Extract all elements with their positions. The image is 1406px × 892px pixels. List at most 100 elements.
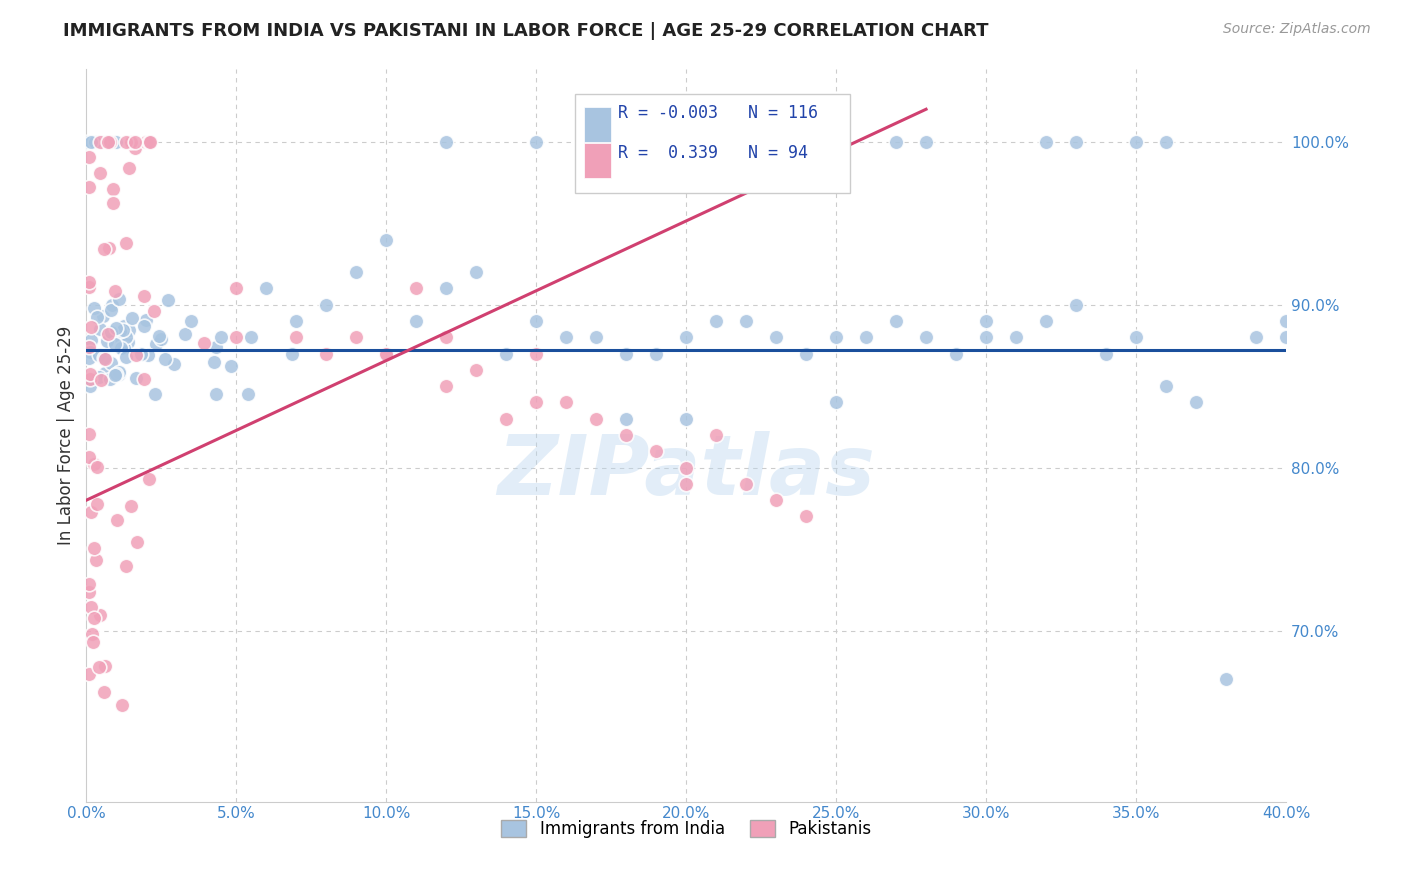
Point (134, 372, 156, 386)
Point (225, 281, 247, 295)
Point (120, 135, 142, 149)
Point (89, 135, 111, 149)
Point (524, 314, 547, 328)
Point (79, 333, 101, 347)
Text: Source: ZipAtlas.com: Source: ZipAtlas.com (1223, 22, 1371, 37)
Point (132, 289, 155, 303)
Point (1064, 298, 1087, 312)
Point (89, 166, 111, 180)
Point (225, 330, 247, 344)
Point (375, 346, 398, 360)
Point (83, 457, 105, 471)
Point (138, 472, 160, 486)
Point (205, 339, 228, 353)
Point (344, 265, 367, 279)
Point (585, 411, 607, 425)
Point (115, 350, 138, 364)
Point (735, 314, 758, 328)
Point (89, 608, 111, 623)
Point (104, 337, 127, 351)
Point (110, 324, 132, 338)
Point (93, 685, 115, 699)
Point (1035, 135, 1057, 149)
Point (80, 135, 103, 149)
Y-axis label: In Labor Force | Age 25-29: In Labor Force | Age 25-29 (58, 326, 75, 545)
Point (555, 330, 578, 344)
Point (83, 135, 105, 149)
Point (98, 372, 121, 386)
Point (405, 281, 427, 295)
Point (236, 387, 259, 401)
Point (91, 309, 114, 323)
Point (1005, 330, 1028, 344)
Point (704, 428, 727, 442)
Point (104, 285, 127, 299)
Point (115, 559, 138, 574)
FancyBboxPatch shape (583, 144, 610, 178)
Point (125, 348, 148, 362)
Point (112, 318, 135, 333)
Point (98, 135, 121, 149)
Point (101, 182, 124, 196)
Point (91, 135, 114, 149)
Point (125, 370, 148, 384)
Point (375, 233, 398, 247)
Point (87, 348, 110, 362)
Point (1215, 673, 1237, 687)
Point (115, 135, 138, 149)
Point (143, 387, 166, 401)
Point (129, 347, 152, 361)
Point (135, 135, 157, 149)
Point (465, 265, 488, 279)
Point (675, 477, 697, 491)
Point (495, 346, 517, 360)
Point (434, 281, 457, 295)
Point (1125, 330, 1147, 344)
Point (79, 280, 101, 294)
Point (115, 235, 138, 250)
Point (555, 395, 578, 409)
Point (1185, 395, 1208, 409)
Point (148, 329, 170, 343)
Point (89, 660, 111, 674)
Point (84, 552, 107, 566)
Point (79, 340, 101, 354)
Point (79, 576, 101, 591)
Point (765, 330, 787, 344)
Point (111, 698, 134, 712)
Text: IMMIGRANTS FROM INDIA VS PAKISTANI IN LABOR FORCE | AGE 25-29 CORRELATION CHART: IMMIGRANTS FROM INDIA VS PAKISTANI IN LA… (63, 22, 988, 40)
Point (138, 135, 160, 149)
Point (79, 667, 101, 681)
Point (79, 372, 101, 386)
Point (97, 241, 120, 255)
Point (86, 460, 108, 475)
Point (136, 348, 159, 362)
Point (281, 347, 304, 361)
Point (145, 336, 167, 351)
Point (675, 460, 697, 475)
Point (134, 318, 156, 333)
Point (80, 319, 103, 334)
Point (121, 311, 143, 326)
Point (93, 366, 115, 380)
Text: ZIPatlas: ZIPatlas (498, 431, 875, 512)
Point (108, 366, 131, 380)
Point (96, 135, 118, 149)
Point (465, 363, 488, 377)
Point (825, 395, 848, 409)
Point (240, 330, 263, 344)
Point (89, 370, 111, 384)
Point (93, 242, 115, 256)
Point (675, 135, 697, 149)
Legend: Immigrants from India, Pakistanis: Immigrants from India, Pakistanis (495, 813, 877, 845)
Point (82, 635, 104, 649)
Point (79, 150, 101, 164)
Point (1154, 379, 1177, 393)
Point (83, 541, 105, 555)
Point (884, 135, 907, 149)
Point (173, 327, 195, 342)
Point (405, 314, 427, 328)
Point (107, 367, 129, 381)
Point (79, 584, 101, 599)
Point (79, 351, 101, 365)
